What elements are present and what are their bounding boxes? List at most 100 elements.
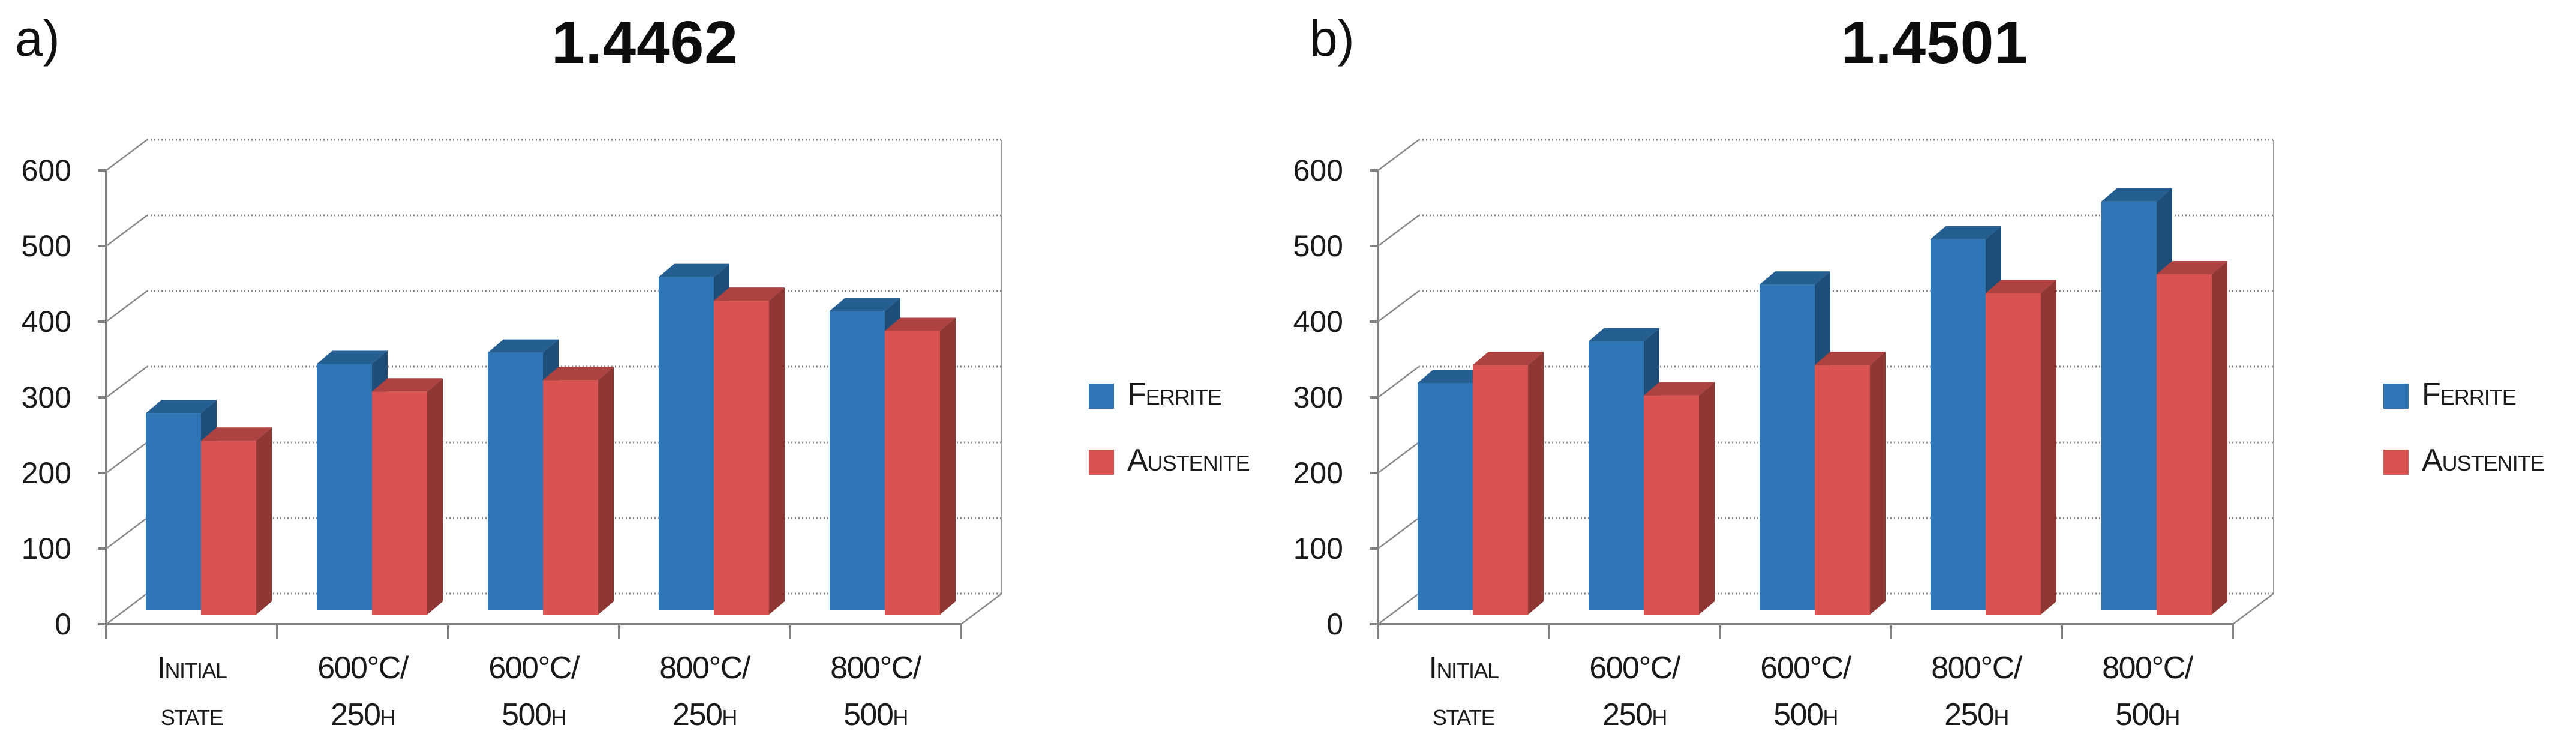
bar-austenite-5 bbox=[2157, 274, 2212, 615]
bar-side-austenite-4 bbox=[769, 287, 785, 615]
category-label-2-line2: 250h bbox=[1602, 697, 1667, 732]
bar-austenite-4 bbox=[714, 301, 769, 615]
bar-side-austenite-1 bbox=[256, 427, 272, 615]
bar-top-austenite-5 bbox=[2157, 261, 2227, 274]
y-tick-label-100: 100 bbox=[22, 532, 71, 565]
legend-label-austenite: Austenite bbox=[1127, 443, 1250, 478]
bar-austenite-5 bbox=[885, 331, 940, 615]
bar-top-ferrite-1 bbox=[146, 400, 217, 414]
gridline-slant-400 bbox=[1377, 290, 1419, 322]
bar-top-ferrite-4 bbox=[659, 263, 729, 277]
y-tick-label-200: 200 bbox=[1293, 456, 1343, 490]
legend-a: Ferrite Austenite bbox=[1089, 377, 1250, 478]
bar-top-austenite-4 bbox=[1986, 280, 2056, 293]
gridline-slant-300 bbox=[106, 366, 148, 398]
bar-top-ferrite-3 bbox=[1760, 271, 1830, 285]
ferrite-swatch bbox=[1089, 384, 1114, 409]
bar-side-austenite-2 bbox=[1699, 382, 1715, 615]
category-label-1-line1: Initial bbox=[1429, 651, 1499, 685]
bar-top-ferrite-4 bbox=[1931, 226, 2001, 239]
bar-ferrite-4 bbox=[659, 277, 714, 610]
category-label-3-line2: 500h bbox=[502, 697, 566, 732]
category-label-4-line2: 250h bbox=[1944, 697, 2008, 732]
bar-top-austenite-2 bbox=[372, 378, 443, 392]
bar-austenite-3 bbox=[1815, 365, 1870, 615]
gridline-slant-600 bbox=[106, 139, 148, 171]
austenite-swatch bbox=[1089, 450, 1114, 475]
category-label-5-line2: 500h bbox=[2115, 697, 2179, 732]
bar-side-austenite-5 bbox=[2212, 261, 2227, 615]
legend-label-austenite: Austenite bbox=[2422, 443, 2545, 478]
bar-ferrite-5 bbox=[830, 311, 885, 610]
legend-item-ferrite-a: Ferrite bbox=[1089, 377, 1250, 412]
panel-label-b: b) bbox=[1310, 10, 1355, 67]
y-tick-label-200: 200 bbox=[22, 456, 71, 490]
floor-right-edge bbox=[960, 593, 1002, 625]
bar-top-austenite-4 bbox=[714, 287, 785, 301]
bar-top-ferrite-2 bbox=[317, 350, 388, 364]
category-label-2-line2: 250h bbox=[331, 697, 395, 732]
bar-top-austenite-2 bbox=[1644, 382, 1715, 396]
gridline-slant-400 bbox=[106, 290, 148, 322]
category-label-5-line2: 500h bbox=[843, 697, 908, 732]
gridline-slant-300 bbox=[1377, 366, 1419, 398]
panel-label-a: a) bbox=[15, 10, 60, 67]
ferrite-swatch bbox=[2383, 384, 2409, 409]
chart-title-a: 1.4462 bbox=[551, 9, 738, 76]
bar-austenite-1 bbox=[201, 441, 256, 615]
category-label-2-line1: 600°C/ bbox=[1589, 651, 1681, 685]
y-tick-label-100: 100 bbox=[1293, 532, 1343, 565]
category-label-4-line1: 800°C/ bbox=[659, 651, 751, 685]
bar-austenite-1 bbox=[1473, 365, 1528, 615]
category-label-2-line1: 600°C/ bbox=[317, 651, 409, 685]
bar-top-ferrite-2 bbox=[1589, 328, 1659, 341]
gridline-slant-100 bbox=[1377, 517, 1419, 549]
category-label-3-line1: 600°C/ bbox=[1760, 651, 1852, 685]
bar-side-austenite-5 bbox=[940, 317, 956, 615]
bar-top-austenite-1 bbox=[1473, 352, 1544, 365]
gridline-slant-500 bbox=[106, 215, 148, 247]
category-label-1-line1: Initial bbox=[157, 651, 227, 685]
legend-item-austenite-b: Austenite bbox=[2383, 443, 2545, 478]
bar-side-austenite-3 bbox=[1870, 352, 1886, 615]
y-tick-label-300: 300 bbox=[1293, 381, 1343, 414]
bar-austenite-3 bbox=[543, 380, 598, 615]
category-label-4-line1: 800°C/ bbox=[1931, 651, 2023, 685]
bar-top-austenite-3 bbox=[543, 367, 614, 381]
legend-b: Ferrite Austenite bbox=[2383, 379, 2545, 478]
gridline-slant-100 bbox=[106, 517, 148, 549]
bar-austenite-2 bbox=[1644, 395, 1699, 615]
y-tick-label-0: 0 bbox=[55, 607, 71, 641]
bar-top-ferrite-5 bbox=[2101, 188, 2172, 202]
legend-label-ferrite: Ferrite bbox=[1127, 377, 1222, 412]
bar-top-austenite-1 bbox=[201, 427, 272, 441]
gridline-slant-500 bbox=[1377, 215, 1419, 247]
category-label-1-line2: state bbox=[1433, 697, 1495, 732]
bar-side-austenite-2 bbox=[427, 378, 443, 615]
y-tick-label-500: 500 bbox=[22, 229, 71, 263]
gridline-slant-200 bbox=[1377, 442, 1419, 474]
bar-top-austenite-5 bbox=[885, 317, 956, 331]
bar-ferrite-4 bbox=[1931, 239, 1986, 610]
y-tick-label-400: 400 bbox=[22, 305, 71, 338]
y-tick-label-500: 500 bbox=[1293, 229, 1343, 263]
category-label-5-line1: 800°C/ bbox=[830, 651, 922, 685]
category-label-1-line2: state bbox=[161, 697, 223, 732]
y-tick-label-600: 600 bbox=[22, 154, 71, 187]
bar-ferrite-3 bbox=[488, 352, 543, 610]
bar-austenite-2 bbox=[372, 391, 427, 615]
bar-ferrite-1 bbox=[146, 413, 201, 610]
bar-ferrite-5 bbox=[2101, 201, 2157, 610]
bar-side-austenite-3 bbox=[598, 367, 614, 615]
bar-top-ferrite-3 bbox=[488, 339, 559, 353]
legend-item-ferrite-b: Ferrite bbox=[2383, 379, 2544, 412]
gridline-slant-0 bbox=[106, 593, 148, 625]
bar-ferrite-2 bbox=[1589, 341, 1644, 610]
bar-top-ferrite-5 bbox=[830, 298, 900, 311]
bar-ferrite-1 bbox=[1418, 383, 1473, 610]
bar-ferrite-2 bbox=[317, 364, 372, 610]
bar-top-ferrite-1 bbox=[1418, 370, 1488, 383]
gridline-slant-0 bbox=[1377, 593, 1419, 625]
bar-side-austenite-4 bbox=[2041, 280, 2056, 615]
